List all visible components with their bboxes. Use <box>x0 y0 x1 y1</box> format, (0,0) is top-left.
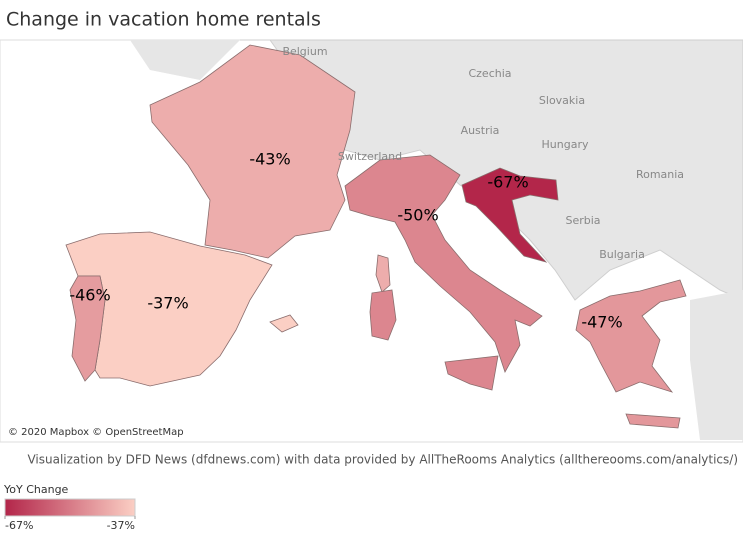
region <box>625 413 681 429</box>
legend-title: YoY Change <box>3 483 69 496</box>
region <box>344 154 543 373</box>
map-label: Bulgaria <box>599 248 645 261</box>
value-label: -67% <box>487 173 528 192</box>
map-label: Hungary <box>542 138 589 151</box>
region <box>369 289 397 341</box>
map-label: Switzerland <box>338 150 402 163</box>
map-label: Czechia <box>468 67 511 80</box>
region <box>444 355 499 391</box>
region <box>149 44 356 259</box>
legend-label: -67% <box>5 519 33 532</box>
land-background <box>690 290 743 440</box>
region <box>69 275 106 382</box>
caption: Visualization by DFD News (dfdnews.com) … <box>27 453 738 467</box>
map-label: Slovakia <box>539 94 585 107</box>
value-label: -47% <box>581 313 622 332</box>
regions <box>65 44 687 429</box>
legend: -67% -37% <box>4 516 136 532</box>
legend-label: -37% <box>107 519 135 532</box>
title: Change in vacation home rentals <box>6 9 321 31</box>
region <box>461 167 559 263</box>
value-label: -50% <box>397 206 438 225</box>
region <box>575 279 687 393</box>
legend-ramp <box>4 498 136 517</box>
value-label: -43% <box>249 150 290 169</box>
region <box>269 314 299 333</box>
map-label: Belgium <box>282 45 327 58</box>
value-label: -37% <box>147 294 188 313</box>
attribution: © 2020 Mapbox © OpenStreetMap <box>8 427 184 438</box>
land-background <box>130 40 240 80</box>
map-label: Serbia <box>565 214 600 227</box>
region <box>375 254 391 293</box>
map-label: Austria <box>461 124 500 137</box>
value-label: -46% <box>69 286 110 305</box>
map-label: Romania <box>636 168 684 181</box>
